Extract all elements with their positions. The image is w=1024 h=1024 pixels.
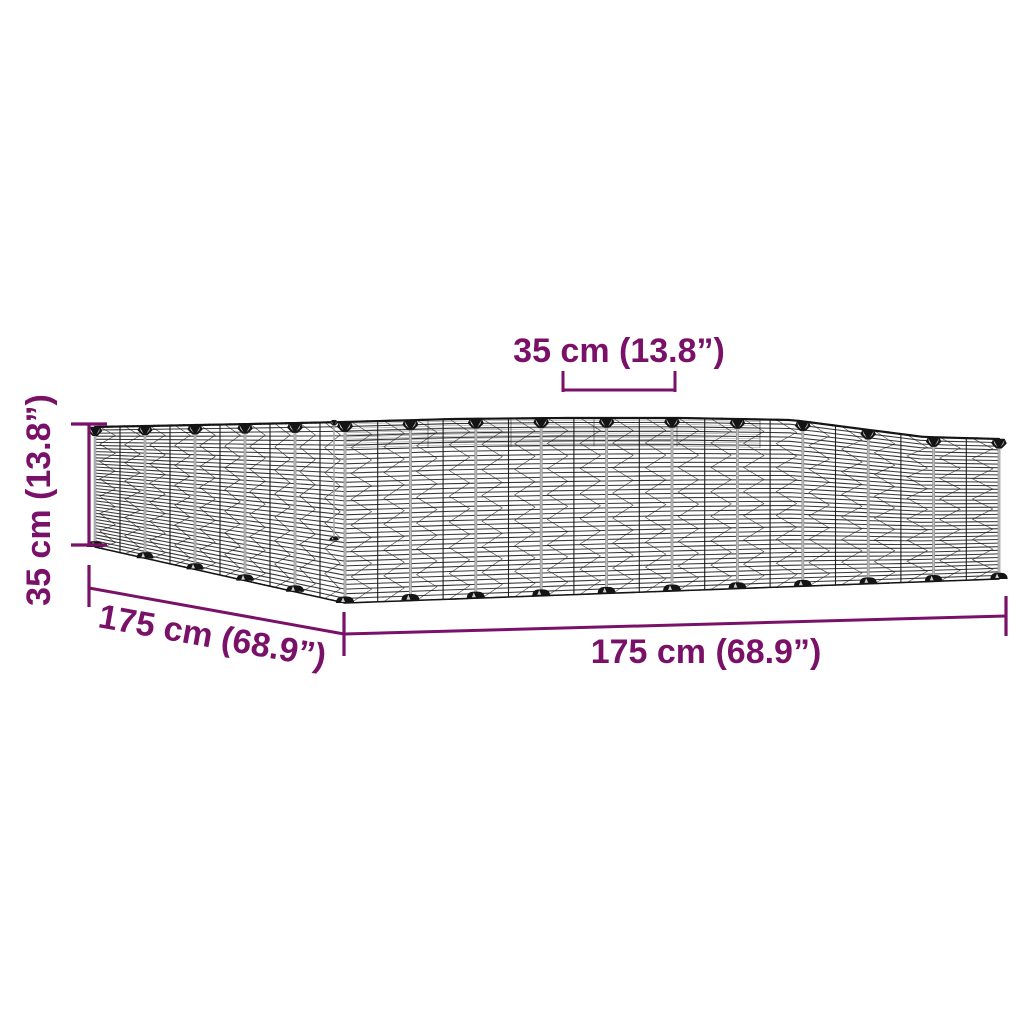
svg-text:35 cm (13.8”): 35 cm (13.8”) xyxy=(513,332,725,370)
svg-text:35 cm (13.8”): 35 cm (13.8”) xyxy=(20,394,58,606)
svg-text:175 cm (68.9”): 175 cm (68.9”) xyxy=(591,633,822,671)
